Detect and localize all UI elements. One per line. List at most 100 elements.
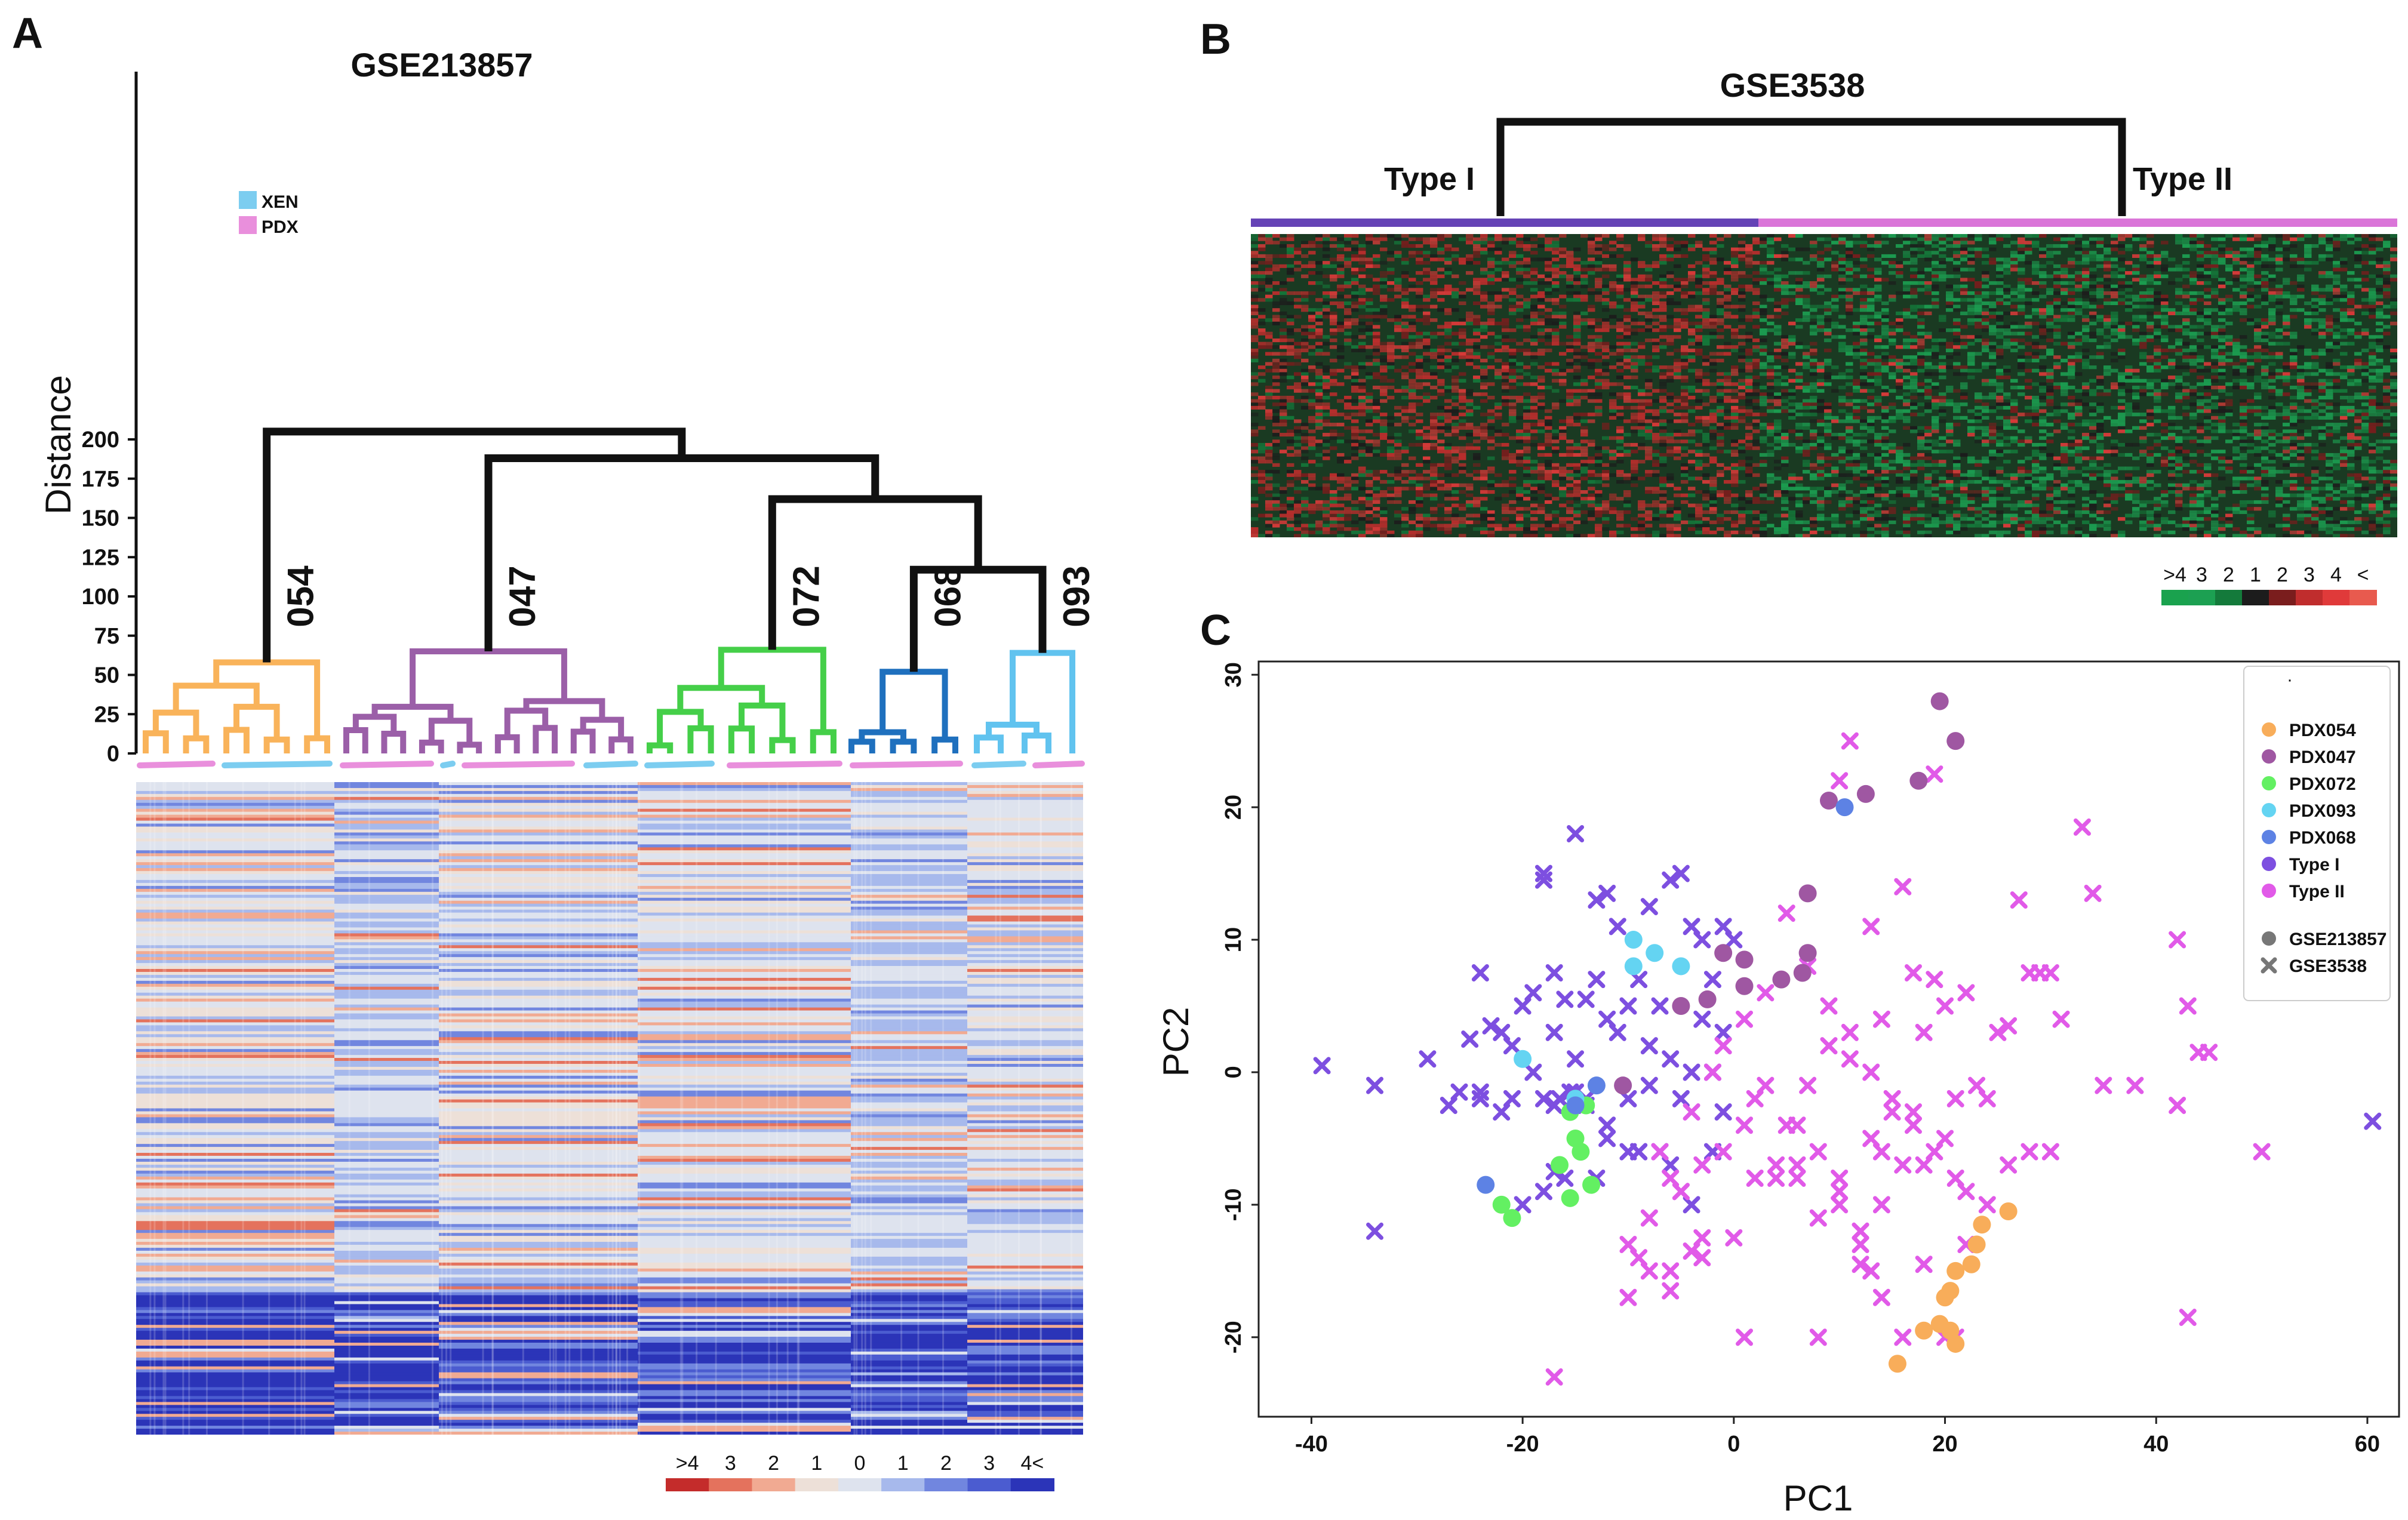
heatmap-a-cell: [967, 1242, 1083, 1245]
heatmap-b-cell: [1745, 315, 1753, 319]
heatmap-b-cell: [1717, 470, 1724, 474]
heatmap-a-cell: [334, 1423, 439, 1426]
heatmap-b-cell: [1559, 311, 1567, 315]
heatmap-b-cell: [1652, 487, 1660, 491]
heatmap-b-cell: [1416, 372, 1423, 376]
heatmap-b-cell: [1494, 433, 1502, 437]
heatmap-a-cell: [334, 1236, 439, 1239]
heatmap-b-cell: [1401, 291, 1409, 296]
heatmap-a-cell: [967, 1147, 1083, 1150]
heatmap-b-cell: [1666, 395, 1674, 400]
heatmap-a-cell: [334, 1366, 439, 1370]
heatmap-b-cell: [1566, 278, 1574, 282]
heatmap-a-cell: [439, 945, 638, 949]
heatmap-b-cell: [1287, 352, 1294, 356]
heatmap-b-cell: [1265, 294, 1273, 299]
heatmap-a-cell: [638, 915, 851, 919]
heatmap-b-cell: [1366, 288, 1373, 292]
heatmap-a-cell: [334, 1102, 439, 1106]
heatmap-a-cell: [136, 1250, 334, 1254]
heatmap-b-cell: [1323, 368, 1330, 373]
heatmap-b-cell: [1330, 446, 1337, 450]
heatmap-a-cell: [851, 1432, 967, 1435]
heatmap-b-cell: [1330, 315, 1337, 319]
heatmap-b-cell: [1373, 497, 1380, 501]
heatmap-b-cell: [1752, 251, 1760, 255]
heatmap-b-cell: [1358, 500, 1366, 504]
heatmap-b-cell: [1545, 524, 1552, 528]
heatmap-a-cell: [439, 811, 638, 816]
heatmap-b-cell: [1380, 493, 1388, 497]
heatmap-b-cell: [1674, 288, 1681, 292]
heatmap-b-cell: [1394, 442, 1402, 447]
heatmap-b-cell: [1380, 527, 1388, 531]
heatmap-b-cell: [1265, 534, 1273, 537]
heatmap-a-cell: [334, 1123, 439, 1127]
heatmap-b-cell: [1731, 328, 1739, 333]
heatmap-a-cell: [638, 1191, 851, 1195]
dendrogram-link: [570, 728, 596, 753]
heatmap-b-cell: [1545, 463, 1552, 467]
heatmap-b-cell: [1394, 237, 1402, 241]
heatmap-b-cell: [1251, 429, 1259, 433]
heatmap-a-cell: [136, 820, 334, 824]
heatmap-b-cell: [1795, 301, 1803, 306]
heatmap-a-cell: [439, 1432, 638, 1435]
heatmap-a-cell: [967, 1366, 1083, 1370]
heatmap-b-cell: [1516, 456, 1524, 460]
heatmap-a-cell: [334, 1158, 439, 1162]
heatmap-b-cell: [1724, 271, 1732, 275]
heatmap-b-cell: [1509, 278, 1517, 282]
heatmap-a-cell: [334, 1265, 439, 1269]
heatmap-b-cell: [1566, 500, 1574, 504]
heatmap-b-cell: [1344, 362, 1352, 366]
heatmap-b-cell: [1480, 358, 1488, 362]
heatmap-b-cell: [1401, 372, 1409, 376]
heatmap-a-cell: [439, 832, 638, 836]
heatmap-b-cell: [1695, 379, 1703, 383]
heatmap-b-cell: [1287, 513, 1294, 518]
heatmap-b-cell: [1752, 261, 1760, 265]
heatmap-b-cell: [1287, 473, 1294, 477]
heatmap-b-cell: [1638, 402, 1646, 407]
heatmap-b-cell: [1724, 490, 1732, 494]
heatmap-b-cell: [1323, 517, 1330, 521]
heatmap-a-cell: [136, 1348, 334, 1352]
heatmap-b-cell: [1674, 439, 1681, 444]
heatmap-b-cell: [1444, 413, 1452, 417]
heatmap-b-cell: [1709, 480, 1717, 484]
heatmap-b-cell: [1695, 416, 1703, 420]
heatmap-a-cell: [851, 1209, 967, 1213]
heatmap-a-cell: [136, 1277, 334, 1281]
heatmap-a-cell: [439, 1328, 638, 1331]
heatmap-b-cell: [1645, 534, 1653, 537]
heatmap-b-cell: [1401, 513, 1409, 518]
heatmap-b-cell: [1681, 308, 1689, 312]
heatmap-b-cell: [1774, 352, 1782, 356]
heatmap-b-cell: [1767, 382, 1775, 386]
heatmap-a-cell: [136, 1170, 334, 1174]
heatmap-b-cell: [1666, 402, 1674, 407]
heatmap-b-cell: [1559, 234, 1567, 238]
heatmap-b-cell: [1559, 372, 1567, 376]
heatmap-b-cell: [1616, 446, 1624, 450]
heatmap-a-cell: [638, 835, 851, 839]
heatmap-b-cell: [1523, 247, 1531, 251]
heatmap-b-cell: [1502, 257, 1509, 261]
heatmap-b-cell: [1709, 500, 1717, 504]
heatmap-b-cell: [1659, 281, 1667, 285]
heatmap-b-cell: [1494, 405, 1502, 410]
heatmap-a-cell: [136, 1016, 334, 1020]
heatmap-b-cell: [1537, 524, 1545, 528]
heatmap-b-cell: [1437, 288, 1445, 292]
heatmap-b-cell: [1272, 254, 1280, 259]
heatmap-b-cell: [1366, 308, 1373, 312]
heatmap-b-cell: [1803, 311, 1810, 315]
heatmap-b-cell: [1315, 271, 1323, 275]
heatmap-b-cell: [1287, 315, 1294, 319]
heatmap-b-cell: [1795, 503, 1803, 507]
heatmap-b-cell: [1580, 429, 1588, 433]
heatmap-b-cell: [1760, 328, 1767, 333]
heatmap-b-cell: [1451, 473, 1459, 477]
heatmap-b-cell: [1788, 473, 1796, 477]
